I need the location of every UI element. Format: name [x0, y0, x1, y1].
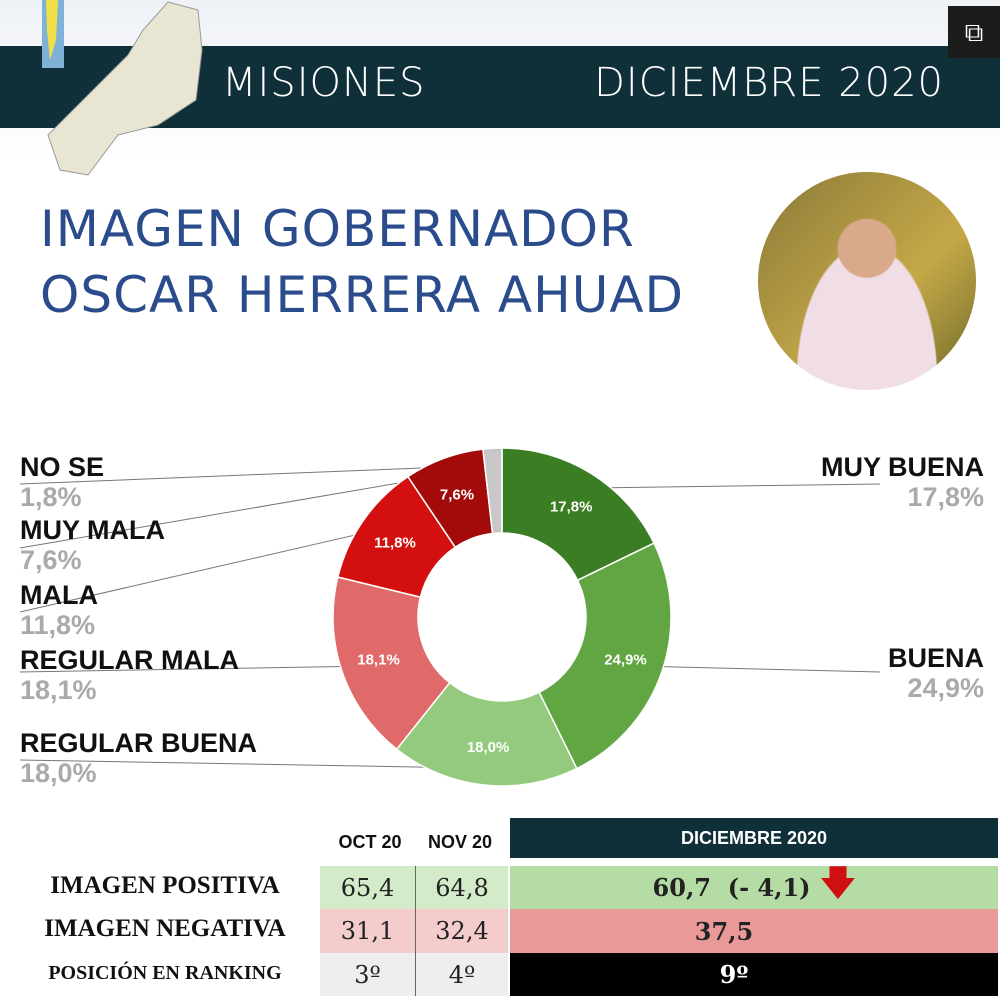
donut-slice-regular-mala	[332, 576, 451, 751]
governor-photo	[758, 172, 976, 390]
slice-data-label: 17,8%	[550, 498, 593, 515]
col-oct: OCT 20	[338, 832, 402, 852]
donut-chart: 17,8% 24,9% 18,0% 18,1% 11,8% 7,6%	[19, 447, 881, 787]
legend-regular-buena: REGULAR BUENA 18,0%	[20, 728, 258, 788]
legend-mala: MALA 11,8%	[20, 580, 98, 640]
cell-negativa-oct: 31,1	[320, 909, 415, 953]
donut-slice-muy-buena	[501, 447, 656, 582]
leader-line	[19, 464, 494, 485]
slice-data-label: 11,8%	[374, 534, 416, 551]
row-label-positiva: IMAGEN POSITIVA	[50, 872, 280, 899]
legend-muy-buena: MUY BUENA 17,8%	[820, 452, 984, 512]
col-nov: NOV 20	[427, 832, 493, 852]
legend-buena: BUENA 24,9%	[887, 643, 984, 703]
chart-title-line2: OSCAR HERRERA AHUAD	[40, 266, 685, 324]
cell-negativa-dic: 37,5	[510, 909, 998, 953]
donut-slice-regular-buena	[395, 681, 578, 787]
cell-ranking-dic: 9º	[510, 953, 998, 996]
slice-data-label: 24,9%	[604, 651, 647, 668]
cell-positiva-nov: 64,8	[415, 866, 508, 909]
external-link-icon[interactable]: ⧉	[948, 6, 1000, 58]
legend-muy-mala: MUY MALA 7,6%	[20, 515, 165, 575]
period-label: DICIEMBRE 2020	[594, 60, 944, 106]
cell-ranking-nov: 4º	[415, 953, 508, 996]
leader-line	[19, 759, 486, 769]
leader-line	[645, 665, 881, 673]
row-label-negativa: IMAGEN NEGATIVA	[44, 915, 286, 942]
slice-data-label: 18,1%	[357, 651, 400, 668]
donut-slice-no-se	[482, 447, 503, 535]
chart-title-line1: IMAGEN GOBERNADOR	[40, 200, 635, 258]
legend-no-se: NO SE 1,8%	[20, 452, 105, 512]
misiones-map-icon	[42, 0, 203, 176]
cell-ranking-oct: 3º	[320, 953, 415, 996]
slice-data-label: 18,0%	[467, 739, 510, 756]
region-label: MISIONES	[222, 60, 426, 106]
down-arrow-icon: 🡇	[820, 863, 856, 903]
cell-positiva-oct: 65,4	[320, 866, 415, 909]
row-label-ranking: POSICIÓN EN RANKING	[48, 962, 282, 984]
legend-regular-mala: REGULAR MALA 18,1%	[20, 645, 239, 705]
cell-positiva-dic: 60,7 (- 4,1) 🡇	[510, 863, 998, 909]
donut-slice-buena	[538, 542, 672, 770]
leader-line	[582, 483, 881, 489]
leader-line	[19, 529, 378, 613]
slice-data-label: 7,6%	[440, 486, 474, 503]
leader-line	[19, 665, 359, 673]
leader-line	[19, 473, 450, 549]
cell-negativa-nov: 32,4	[415, 909, 508, 953]
col-dic: DICIEMBRE 2020	[510, 818, 998, 858]
